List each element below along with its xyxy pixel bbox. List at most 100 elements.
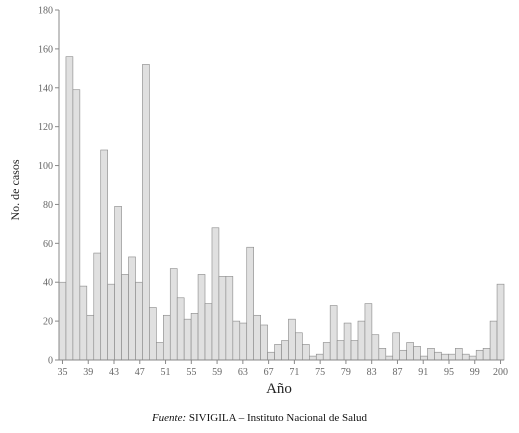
x-tick-label: 39 — [83, 367, 93, 378]
bar — [107, 283, 115, 361]
x-tick-label: 99 — [470, 367, 480, 378]
bar — [399, 349, 407, 361]
x-tick-label: 79 — [341, 367, 351, 378]
x-tick-label: 67 — [264, 367, 274, 378]
bar — [211, 227, 220, 361]
bar — [302, 344, 310, 361]
bar — [72, 89, 81, 361]
x-tick-label: 59 — [212, 367, 222, 378]
bar — [427, 348, 435, 361]
bar — [482, 348, 491, 361]
bar — [461, 353, 470, 361]
y-tick-label: 0 — [48, 356, 53, 367]
bar — [79, 285, 88, 361]
bar — [392, 332, 400, 361]
bar — [149, 307, 157, 361]
bar — [142, 64, 150, 361]
bar — [163, 314, 171, 361]
y-tick-label: 40 — [43, 278, 53, 289]
bar — [114, 206, 122, 361]
bar — [413, 346, 421, 361]
x-tick-label: 200 — [493, 367, 508, 378]
y-tick-label: 140 — [38, 83, 53, 94]
y-tick-label: 180 — [38, 6, 53, 17]
bar — [204, 303, 213, 361]
x-tick-label: 75 — [315, 367, 325, 378]
bar — [288, 318, 296, 361]
y-tick-label: 80 — [43, 200, 53, 211]
y-axis-ticks: 0 20 40 60 80 100 120 140 160 180 — [38, 6, 59, 367]
x-tick-label: 71 — [289, 367, 299, 378]
x-tick-label: 87 — [392, 367, 402, 378]
bar — [225, 276, 234, 361]
bar — [371, 334, 380, 361]
bar — [218, 276, 227, 361]
x-tick-label: 47 — [135, 367, 145, 378]
x-tick-label: 63 — [238, 367, 248, 378]
y-axis-title: No. de casos — [8, 159, 22, 220]
bar — [336, 340, 345, 361]
x-tick-label: 91 — [418, 367, 428, 378]
x-tick-label: 83 — [367, 367, 377, 378]
bar — [350, 340, 359, 361]
bar — [322, 342, 331, 361]
bar — [176, 297, 185, 361]
bar — [86, 314, 95, 361]
x-tick-label: 55 — [186, 367, 196, 378]
bar — [274, 344, 282, 361]
x-tick-label: 51 — [161, 367, 171, 378]
source-note: Fuente: SIVIGILA – Instituto Nacional de… — [0, 412, 519, 424]
bar — [475, 349, 484, 361]
bar — [169, 268, 178, 361]
bar — [58, 281, 67, 361]
x-axis-title: Año — [266, 381, 292, 397]
bar — [156, 342, 164, 361]
bar — [232, 320, 241, 361]
bar — [253, 314, 261, 361]
bar — [309, 355, 317, 361]
y-tick-label: 60 — [43, 239, 53, 250]
y-tick-label: 160 — [38, 44, 53, 55]
bar — [441, 353, 449, 361]
bar — [183, 318, 192, 361]
bar — [468, 355, 477, 361]
bar — [267, 351, 275, 361]
bar — [378, 348, 387, 361]
bar — [93, 252, 102, 361]
x-axis-ticks: 35 39 43 47 51 55 59 63 67 71 75 79 83 87 91 95 99 200 — [57, 360, 508, 378]
bar — [65, 56, 74, 361]
bar — [121, 274, 129, 361]
bar — [455, 348, 463, 361]
bar — [489, 320, 498, 361]
bar — [100, 149, 108, 361]
bar — [364, 303, 373, 361]
bar — [190, 313, 199, 361]
y-tick-label: 20 — [43, 317, 53, 328]
bar — [239, 322, 248, 361]
bar — [295, 332, 303, 361]
bar — [357, 320, 366, 361]
y-tick-label: 100 — [38, 161, 53, 172]
bar — [496, 283, 505, 361]
source-text: SIVIGILA – Instituto Nacional de Salud — [188, 412, 368, 424]
source-prefix: Fuente: — [151, 412, 187, 424]
bar — [197, 274, 206, 361]
bars-group — [58, 56, 505, 361]
bar — [420, 355, 428, 361]
bar — [434, 351, 442, 361]
bar — [343, 322, 352, 361]
bar — [260, 324, 268, 361]
bar — [448, 353, 456, 361]
y-tick-label: 120 — [38, 122, 53, 133]
bar — [246, 246, 254, 361]
bar — [135, 281, 143, 361]
bar — [406, 342, 414, 361]
bar — [281, 340, 289, 361]
x-tick-label: 43 — [109, 367, 119, 378]
bar — [385, 355, 394, 361]
bar — [128, 256, 136, 361]
x-tick-label: 35 — [57, 367, 67, 378]
bar — [315, 353, 324, 361]
bar — [329, 305, 338, 361]
